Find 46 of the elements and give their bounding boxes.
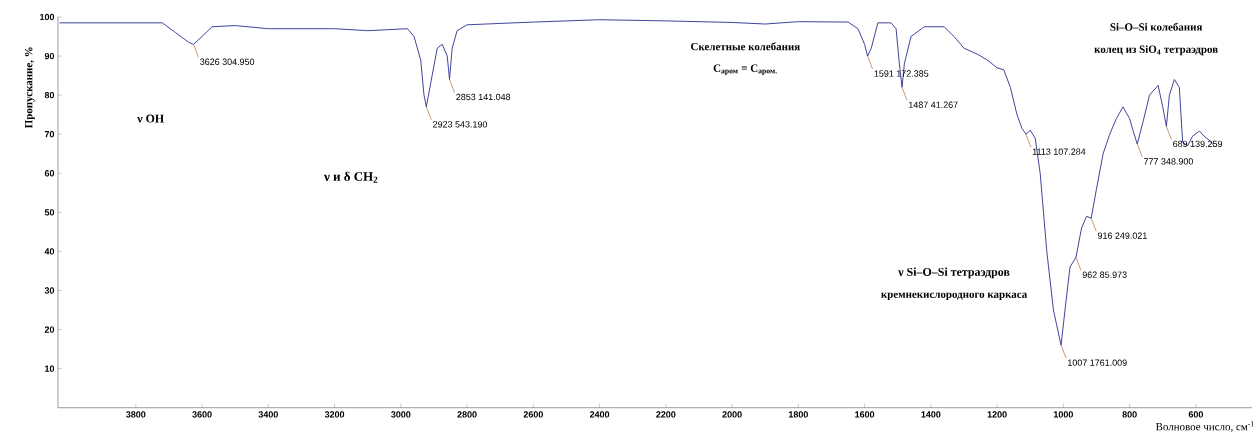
x-tick-label: 1200 — [987, 411, 1007, 418]
y-tick-label: 90 — [44, 53, 55, 60]
x-tick-label: 800 — [1122, 411, 1137, 418]
x-tick-label: 3000 — [391, 411, 411, 418]
annotation: 1113 107.284 — [1032, 148, 1086, 155]
x-tick-label: 3600 — [192, 411, 212, 418]
annotation: ν и δ CH$_{2}$ — [324, 171, 378, 183]
annotation: 2853 141.048 — [456, 93, 511, 101]
x-tick-label: 3800 — [126, 411, 146, 418]
annotation: кремнекислородного каркаса — [881, 292, 1028, 301]
y-tick-label: 10 — [45, 365, 55, 372]
x-axis-title: Волновое число, см$^{-1}$ — [1155, 421, 1254, 433]
y-tick-label: 30 — [44, 287, 55, 294]
x-tick-label: 2200 — [656, 411, 676, 418]
x-tick-label: 1400 — [921, 411, 941, 418]
annotation: 916 249.021 — [1097, 232, 1147, 239]
annotation: 2923 543.190 — [433, 121, 488, 128]
x-tick-label: 2000 — [722, 411, 742, 418]
x-tick-label: 2600 — [523, 411, 543, 418]
x-tick-label: 1600 — [855, 411, 875, 418]
x-tick-label: 2400 — [589, 411, 610, 418]
y-tick-label: 80 — [44, 92, 55, 99]
annotation: ν Si–O–Si тетраэдров — [898, 267, 1010, 279]
annotation: 1487 41.267 — [909, 101, 958, 109]
annotation: 1007 1761.009 — [1068, 359, 1127, 366]
x-tick-label: 1000 — [1053, 411, 1073, 418]
annotation: 3626 304.950 — [200, 58, 255, 66]
annotation: ν OH — [137, 114, 164, 123]
annotation: 962 85.973 — [1082, 271, 1127, 279]
y-tick-label: 70 — [44, 131, 55, 138]
annotation: C$_{аром}$ = C$_{аром.}$ — [713, 64, 777, 76]
x-tick-label: 3200 — [324, 411, 345, 418]
y-tick-label: 40 — [44, 248, 55, 255]
y-tick-label: 20 — [44, 326, 55, 333]
y-tick-label: 60 — [44, 170, 55, 177]
y-tick-label: 100 — [40, 13, 55, 21]
y-axis-title: Пропускание, % — [25, 47, 35, 129]
annotation: колец из SiO$_{4}$ тетраэдров — [1094, 45, 1218, 56]
annotation: Si–O–Si колебания — [1110, 22, 1203, 31]
annotation: Скелетные колебания — [691, 42, 800, 51]
x-tick-label: 600 — [1188, 411, 1203, 418]
x-tick-label: 3400 — [258, 411, 278, 418]
x-tick-label: 2800 — [457, 411, 477, 418]
annotation: 777 348.900 — [1143, 158, 1193, 165]
y-tick-label: 50 — [44, 209, 55, 216]
x-tick-label: 1800 — [788, 411, 808, 418]
